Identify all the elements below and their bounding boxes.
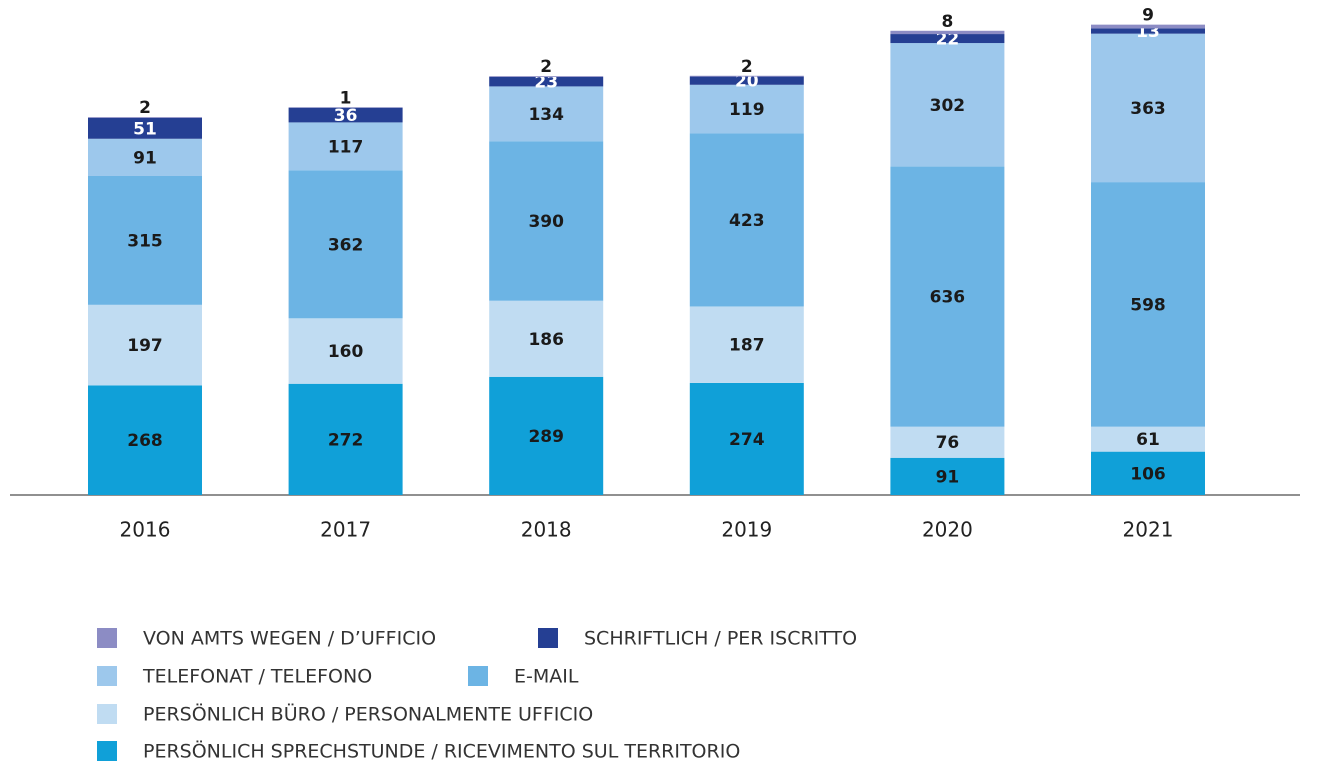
bar-segment [689, 75, 804, 77]
legend-swatch [97, 704, 117, 724]
bar-segment [890, 34, 1005, 44]
value-label: 390 [528, 212, 564, 232]
legend-label: PERSÖNLICH SPRECHSTUNDE / RICEVIMENTO SU… [143, 740, 740, 763]
value-label: 134 [528, 105, 564, 125]
value-label: 117 [328, 137, 364, 157]
bar-segment [890, 457, 1005, 495]
bar-segment [1091, 426, 1205, 452]
bar-segment [489, 76, 604, 78]
bar-segment [1091, 24, 1205, 29]
bar-segment [88, 117, 202, 139]
x-tick-label: 2017 [320, 518, 371, 542]
bar-segment [88, 175, 202, 305]
value-label: 362 [328, 235, 364, 255]
value-label: 2 [139, 98, 151, 118]
bar-segment [288, 170, 403, 319]
value-label: 36 [334, 106, 358, 126]
x-tick-label: 2018 [521, 518, 572, 542]
bar-segment [890, 30, 1005, 35]
bar-segment [88, 385, 202, 495]
bar-segment [288, 318, 403, 384]
bar-segment [489, 141, 604, 301]
bar-segment [1091, 451, 1205, 495]
value-label: 91 [936, 467, 960, 487]
legend-swatch [468, 666, 488, 686]
value-label: 272 [328, 430, 364, 450]
x-tick-label: 2016 [120, 518, 171, 542]
bar-segment [689, 76, 804, 85]
bar-segment [88, 138, 202, 176]
value-label: 186 [528, 330, 564, 350]
bar-segment [689, 306, 804, 383]
legend-label: TELEFONAT / TELEFONO [142, 666, 372, 688]
value-label: 160 [328, 342, 364, 362]
value-label: 76 [936, 433, 960, 453]
legend-swatch [97, 628, 117, 648]
legend-swatch [97, 666, 117, 686]
value-label: 363 [1130, 99, 1166, 119]
bar-segment [88, 304, 202, 386]
value-label: 51 [133, 119, 157, 139]
x-tick-label: 2019 [721, 518, 772, 542]
value-label: 91 [133, 148, 157, 168]
value-label: 598 [1130, 295, 1166, 315]
value-label: 2 [540, 57, 552, 77]
bar-segment [489, 86, 604, 142]
value-label: 1 [340, 88, 352, 108]
bar-segment [489, 376, 604, 495]
bar-segment [489, 300, 604, 377]
legend-label: E-MAIL [514, 666, 579, 688]
value-label: 20 [735, 72, 759, 92]
value-label: 268 [127, 431, 163, 451]
legend-swatch [538, 628, 558, 648]
bar-segment [1091, 33, 1205, 183]
legend-label: SCHRIFTLICH / PER ISCRITTO [584, 628, 857, 650]
value-label: 302 [930, 96, 966, 116]
bar-segment [890, 43, 1005, 167]
value-label: 423 [729, 211, 765, 231]
bar-segment [689, 382, 804, 495]
bar-segment [890, 166, 1005, 427]
legend-label: VON AMTS WEGEN / D’UFFICIO [143, 628, 436, 650]
bar-segment [489, 77, 604, 87]
bar-segment [88, 117, 202, 118]
value-label: 61 [1136, 430, 1160, 450]
value-label: 23 [534, 73, 558, 93]
bar-segment [1091, 182, 1205, 427]
value-label: 187 [729, 336, 765, 356]
value-label: 636 [930, 288, 966, 308]
value-label: 119 [729, 100, 765, 120]
x-tick-label: 2021 [1123, 518, 1174, 542]
value-label: 289 [528, 427, 564, 447]
value-label: 197 [127, 336, 163, 356]
legend-swatch [97, 741, 117, 761]
value-label: 2 [741, 57, 753, 77]
bar-segment [288, 107, 403, 123]
value-label: 315 [127, 231, 163, 251]
value-label: 8 [941, 12, 953, 32]
bar-segment [689, 133, 804, 307]
value-label: 9 [1142, 6, 1154, 26]
bar-segment [689, 84, 804, 134]
bar-segment [1091, 28, 1205, 34]
bar-segment [288, 383, 403, 495]
legend-label: PERSÖNLICH BÜRO / PERSONALMENTE UFFICIO [143, 703, 593, 726]
value-label: 106 [1130, 464, 1166, 484]
bar-segment [288, 122, 403, 171]
bar-segment [890, 426, 1005, 458]
value-label: 22 [936, 30, 960, 50]
value-label: 274 [729, 430, 765, 450]
x-tick-label: 2020 [922, 518, 973, 542]
